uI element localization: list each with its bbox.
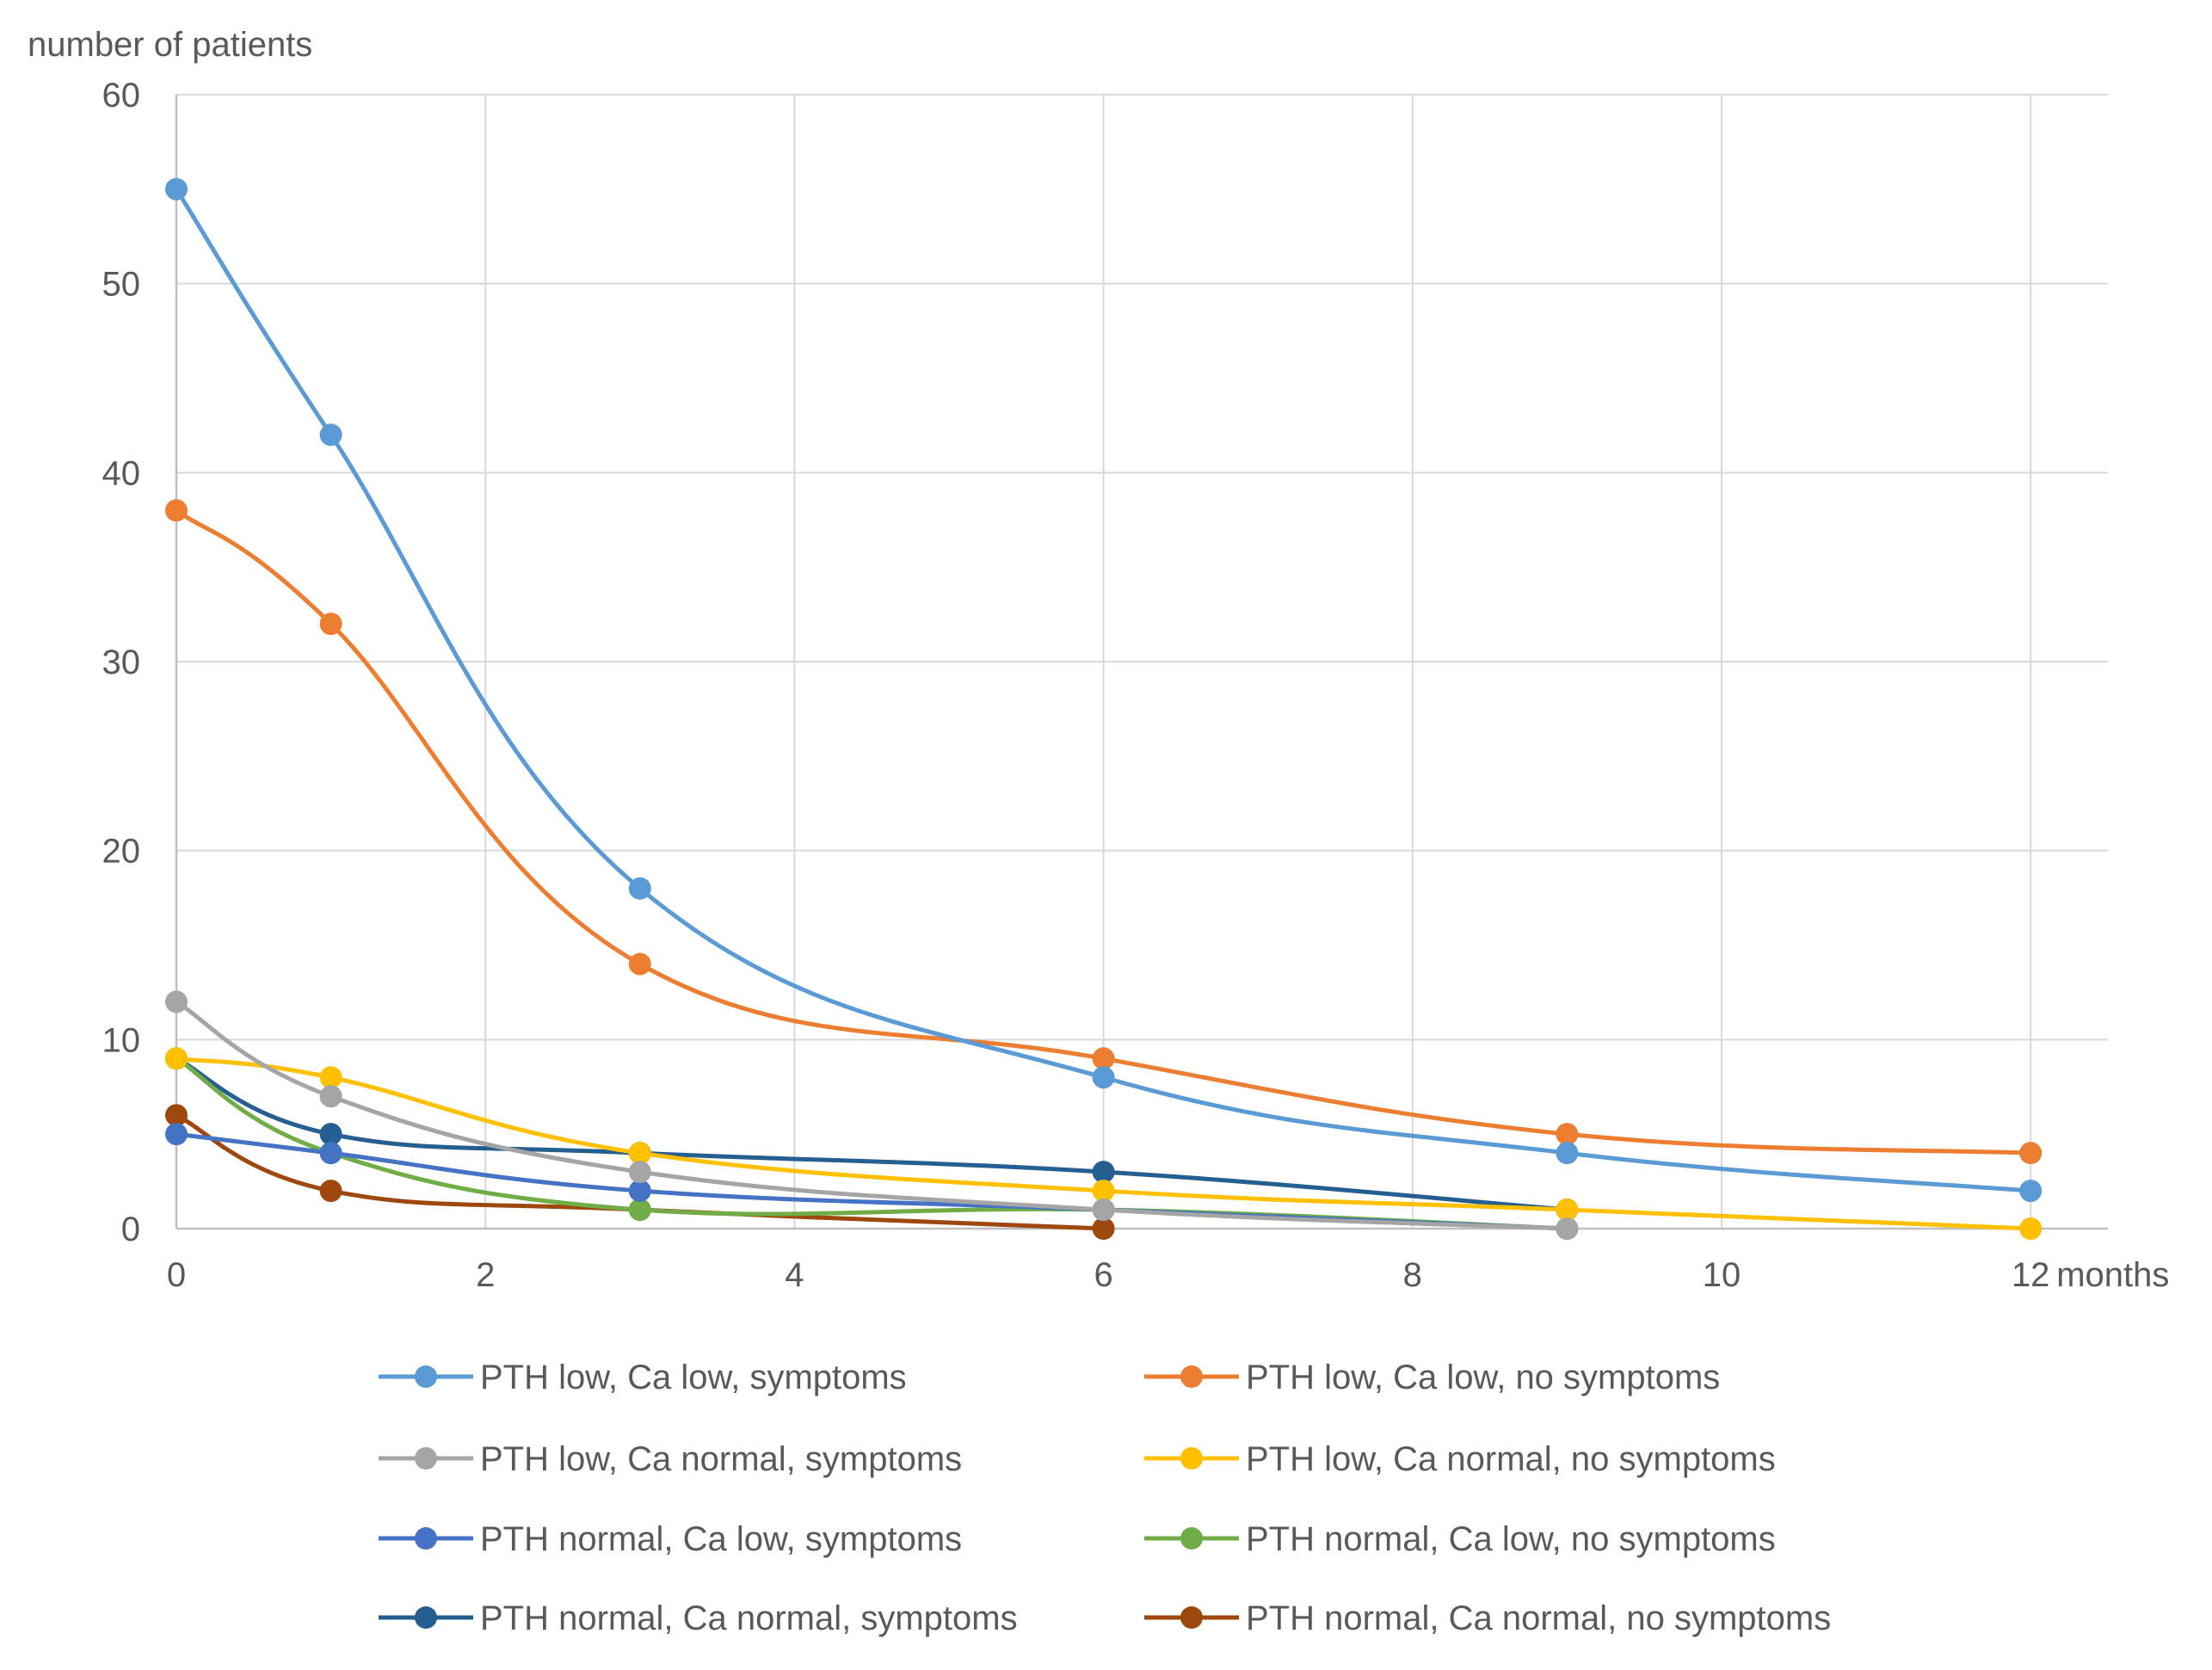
y-tick-label: 0 — [121, 1211, 140, 1248]
x-tick-label: 8 — [1403, 1256, 1422, 1294]
data-point — [319, 1180, 342, 1203]
data-point — [319, 1085, 342, 1108]
data-point — [1092, 1066, 1115, 1089]
data-point — [628, 877, 651, 900]
series-1 — [165, 177, 2043, 1203]
y-tick-label: 20 — [102, 833, 141, 871]
data-point — [1092, 1161, 1115, 1184]
axes: 0 10 20 30 40 50 60 0 2 4 6 8 10 12 — [102, 77, 2108, 1294]
legend-label: PTH low, Ca low, no symptoms — [1246, 1359, 1720, 1396]
data-point — [319, 1066, 342, 1089]
data-point — [319, 613, 342, 636]
data-point — [1556, 1217, 1579, 1240]
legend-item: PTH normal, Ca normal, no symptoms — [1144, 1599, 1831, 1637]
data-point — [1092, 1180, 1115, 1203]
series-line — [175, 508, 2031, 1155]
legend-label: PTH normal, Ca low, no symptoms — [1246, 1520, 1776, 1558]
data-point — [628, 1142, 651, 1165]
legend-swatch-marker — [1180, 1606, 1203, 1629]
data-point — [165, 1047, 188, 1070]
x-axis-title: months — [2056, 1256, 2169, 1294]
legend: PTH low, Ca low, symptoms PTH low, Ca low… — [379, 1359, 1831, 1637]
data-point — [1092, 1199, 1115, 1222]
x-tick-label: 2 — [476, 1256, 495, 1294]
data-point — [2019, 1142, 2043, 1165]
legend-item: PTH normal, Ca normal, symptoms — [379, 1599, 1018, 1637]
series-line — [176, 1131, 1568, 1231]
x-tick-label: 6 — [1094, 1256, 1112, 1294]
data-point — [165, 177, 188, 200]
data-point — [2019, 1180, 2043, 1203]
legend-label: PTH normal, Ca normal, no symptoms — [1246, 1599, 1831, 1637]
y-tick-label: 30 — [102, 644, 141, 681]
series-line — [176, 1056, 2031, 1231]
y-tick-label: 60 — [102, 77, 141, 114]
series-line — [175, 1112, 1104, 1231]
legend-swatch-marker — [1180, 1365, 1203, 1388]
y-tick-label: 10 — [102, 1021, 141, 1059]
series-line — [175, 1057, 1568, 1212]
legend-swatch-marker — [415, 1365, 437, 1388]
legend-swatch-marker — [415, 1606, 437, 1629]
series-8 — [165, 1104, 1115, 1240]
data-point — [1556, 1199, 1579, 1222]
grid-lines — [176, 94, 2108, 1229]
legend-swatch-marker — [415, 1447, 437, 1470]
data-point — [1092, 1047, 1115, 1070]
legend-label: PTH normal, Ca normal, symptoms — [480, 1599, 1018, 1637]
data-point — [165, 990, 188, 1014]
y-tick-label: 50 — [102, 266, 141, 304]
data-point — [1092, 1217, 1115, 1240]
series-4 — [165, 1047, 2043, 1240]
legend-label: PTH low, Ca low, symptoms — [480, 1359, 907, 1396]
x-tick-label: 0 — [167, 1256, 186, 1294]
legend-item: PTH low, Ca normal, symptoms — [379, 1440, 962, 1478]
series-3 — [165, 990, 1579, 1240]
series-2 — [165, 499, 2043, 1165]
data-point — [319, 423, 342, 447]
x-tick-label: 12 — [2012, 1256, 2050, 1294]
data-point — [2019, 1217, 2043, 1240]
legend-item: PTH low, Ca low, no symptoms — [1144, 1359, 1720, 1396]
series-line — [175, 1000, 1568, 1231]
data-point — [1556, 1123, 1579, 1146]
data-point — [319, 1142, 342, 1165]
legend-item: PTH low, Ca low, symptoms — [379, 1359, 907, 1396]
data-point — [165, 1123, 188, 1146]
legend-swatch-marker — [1180, 1447, 1203, 1470]
y-axis-title: number of patients — [28, 26, 312, 64]
data-point — [319, 1123, 342, 1146]
x-tick-label: 4 — [785, 1256, 804, 1294]
y-tick-label: 40 — [102, 454, 141, 492]
data-point — [1556, 1142, 1579, 1165]
data-point — [628, 952, 651, 976]
series-layer — [165, 177, 2043, 1240]
data-point — [628, 1161, 651, 1184]
legend-label: PTH normal, Ca low, symptoms — [480, 1520, 962, 1558]
data-point — [628, 1180, 651, 1203]
data-point — [165, 1104, 188, 1127]
legend-swatch-marker — [415, 1527, 437, 1550]
x-tick-label: 10 — [1703, 1256, 1741, 1294]
legend-item: PTH normal, Ca low, symptoms — [379, 1520, 962, 1558]
legend-label: PTH low, Ca normal, no symptoms — [1246, 1440, 1776, 1478]
data-point — [628, 1199, 651, 1222]
legend-item: PTH low, Ca normal, no symptoms — [1144, 1440, 1776, 1478]
data-point — [165, 499, 188, 522]
legend-swatch-marker — [1180, 1527, 1203, 1550]
legend-item: PTH normal, Ca low, no symptoms — [1144, 1520, 1776, 1558]
legend-label: PTH low, Ca normal, symptoms — [480, 1440, 962, 1478]
